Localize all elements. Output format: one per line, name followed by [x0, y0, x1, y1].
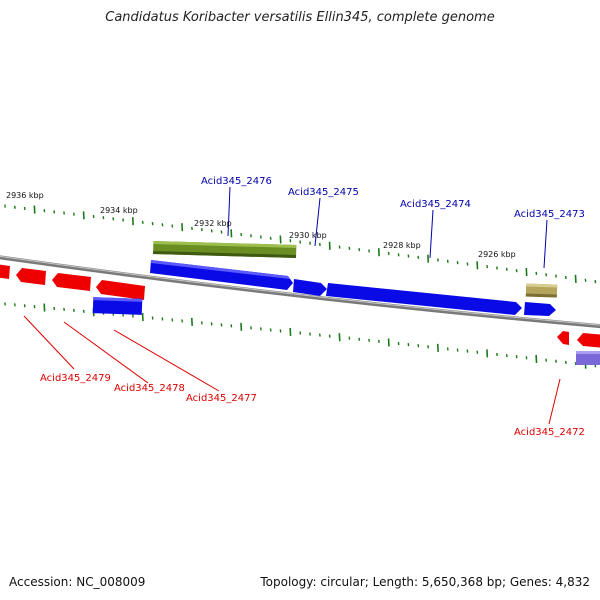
- cds-arrow-acid345-2474[interactable]: [326, 283, 522, 315]
- cds-arrow-acid345-2473[interactable]: [524, 302, 556, 316]
- gene-label-acid345-2478[interactable]: Acid345_2478: [114, 383, 185, 394]
- gene-label-acid345-2476[interactable]: Acid345_2476: [201, 176, 272, 187]
- tick-labels: 2936 kbp 2934 kbp 2932 kbp 2930 kbp 2928…: [6, 191, 516, 259]
- cds-arrow-shade: [151, 260, 290, 279]
- feature-green[interactable]: [153, 240, 297, 258]
- gene-label-acid345-2473[interactable]: Acid345_2473: [514, 209, 585, 220]
- cds-arrow-acid345-2476[interactable]: [150, 260, 293, 290]
- cds-arrow-acid345-2475[interactable]: [293, 279, 327, 296]
- accession-label: Accession: NC_008009: [9, 575, 146, 589]
- cds-arrow-red-edge[interactable]: [577, 333, 600, 348]
- feature-blue-reverse[interactable]: [92, 297, 143, 315]
- gene-label-acid345-2472[interactable]: Acid345_2472: [514, 427, 585, 438]
- tick-label-2934: 2934 kbp: [100, 206, 138, 215]
- cds-arrow-acid345-2478[interactable]: [96, 280, 145, 300]
- genome-backbone-highlight: [0, 255, 600, 326]
- cds-arrow-red-2[interactable]: [16, 268, 46, 285]
- genome-backbone: [0, 255, 600, 329]
- feature-lavender[interactable]: [576, 351, 600, 365]
- tick-label-2932: 2932 kbp: [194, 219, 232, 228]
- cds-arrow-acid345-2479[interactable]: [52, 273, 91, 291]
- feature-khaki[interactable]: [525, 283, 558, 298]
- gene-label-acid345-2474[interactable]: Acid345_2474: [400, 199, 471, 210]
- cds-arrow-acid345-2472[interactable]: [557, 331, 569, 345]
- label-leaders: [23, 186, 561, 425]
- tick-label-2926: 2926 kbp: [478, 250, 516, 259]
- tick-label-2930: 2930 kbp: [289, 231, 327, 240]
- genome-summary: Topology: circular; Length: 5,650,368 bp…: [260, 575, 590, 589]
- cds-arrow-red-1[interactable]: [0, 264, 10, 279]
- tick-label-2928: 2928 kbp: [383, 241, 421, 250]
- tick-label-2936: 2936 kbp: [6, 191, 44, 200]
- scale-ticks: [4, 204, 597, 369]
- gene-label-acid345-2479[interactable]: Acid345_2479: [40, 373, 111, 384]
- gene-label-acid345-2477[interactable]: Acid345_2477: [186, 393, 257, 404]
- gene-label-acid345-2475[interactable]: Acid345_2475: [288, 187, 359, 198]
- gene-labels: Acid345_2476 Acid345_2475 Acid345_2474 A…: [40, 176, 585, 438]
- map-title: Candidatus Koribacter versatilis Ellin34…: [105, 10, 495, 25]
